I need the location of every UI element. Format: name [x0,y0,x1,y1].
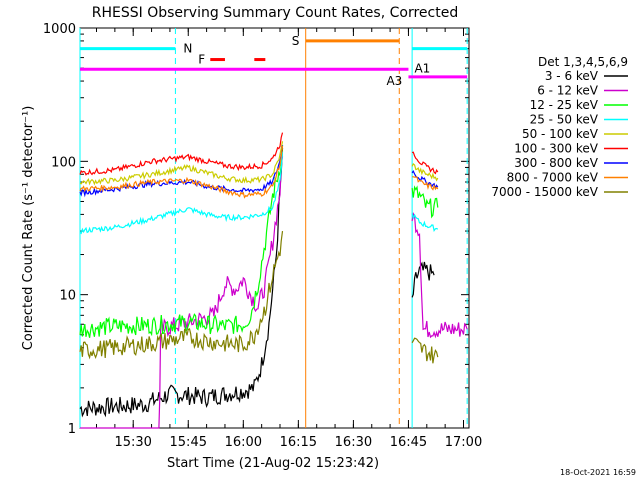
legend-title: Det 1,3,4,5,6,9 [538,55,628,69]
y-axis-label: Corrected Count Rate (s⁻¹ detector⁻¹) [21,106,36,351]
y-tick-label: 1000 [43,22,76,37]
x-tick-label: 16:00 [225,435,262,450]
legend-label: 3 - 6 keV [545,69,599,83]
legend-label: 12 - 25 keV [530,98,599,112]
flag-label: A3 [386,74,402,88]
series-line [411,212,468,339]
series-line [79,132,284,176]
series-line [79,145,284,198]
series-line [411,261,435,298]
series-line [79,231,284,360]
y-tick-label: 100 [51,155,76,170]
flag-label: S [292,34,300,48]
series-line [79,147,284,418]
legend-label: 300 - 800 keV [514,156,598,170]
series-line [79,151,284,235]
x-tick-label: 16:30 [335,435,372,450]
series-line [79,145,284,338]
x-tick-label: 15:45 [170,435,207,450]
legend-label: 100 - 300 keV [514,142,598,156]
flag-label: F [198,53,205,67]
legend-label: 800 - 7000 keV [507,171,599,185]
legend-label: 6 - 12 keV [537,84,599,98]
legend-label: 7000 - 15000 keV [491,185,598,199]
y-tick-label: 1 [68,422,76,437]
x-tick-label: 16:45 [390,435,427,450]
x-tick-label: 16:15 [280,435,317,450]
legend-label: 50 - 100 keV [522,127,599,141]
y-tick-label: 10 [59,289,76,304]
x-tick-label: 15:30 [114,435,151,450]
series-line [412,176,439,191]
x-axis-label: Start Time (21-Aug-02 15:23:42) [167,456,379,471]
footer-timestamp: 18-Oct-2021 16:59 [560,468,636,477]
legend-label: 25 - 50 keV [530,113,599,127]
plot-area: 1 10 100 1000 15:30 15:45 16:00 16:15 16:30 16:45… [43,22,482,450]
series-line [411,185,439,219]
series-line [411,213,439,233]
flag-label: A1 [414,61,430,75]
series-line [411,337,439,364]
flag-label: N [183,42,192,56]
series-line [79,145,284,199]
chart-title: RHESSI Observing Summary Count Rates, Co… [92,5,458,21]
series-line [411,162,439,182]
x-tick-label: 17:00 [445,435,482,450]
series-line [411,151,439,175]
series-line [79,141,284,186]
